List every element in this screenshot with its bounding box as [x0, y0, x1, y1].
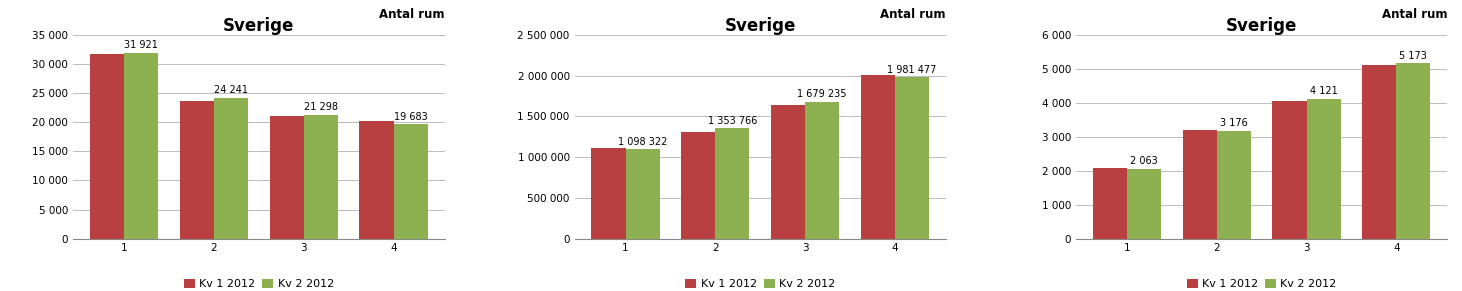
Bar	[1272, 101, 1307, 239]
Bar	[1183, 130, 1216, 239]
Legend: Kv 1 2012, Kv 2 2012: Kv 1 2012, Kv 2 2012	[1183, 275, 1341, 291]
Bar	[393, 124, 428, 239]
Title: Sverige: Sverige	[725, 17, 795, 35]
Text: 19 683: 19 683	[393, 112, 427, 122]
Bar	[180, 101, 213, 239]
Legend: Kv 1 2012, Kv 2 2012: Kv 1 2012, Kv 2 2012	[681, 275, 839, 291]
Text: 31 921: 31 921	[124, 40, 158, 50]
Bar	[592, 148, 626, 239]
Text: Antal rum: Antal rum	[880, 8, 946, 21]
Bar	[715, 128, 750, 239]
Text: 1 098 322: 1 098 322	[618, 137, 667, 147]
Bar	[1216, 131, 1251, 239]
Bar	[1307, 99, 1341, 239]
Bar	[360, 121, 393, 239]
Bar	[1127, 168, 1161, 239]
Text: 24 241: 24 241	[213, 85, 249, 95]
Bar	[124, 53, 158, 239]
Text: 1 981 477: 1 981 477	[887, 65, 937, 75]
Title: Sverige: Sverige	[224, 17, 294, 35]
Bar	[1092, 168, 1127, 239]
Title: Sverige: Sverige	[1227, 17, 1297, 35]
Bar	[861, 75, 895, 239]
Text: 5 173: 5 173	[1399, 51, 1427, 61]
Bar	[91, 54, 124, 239]
Text: 3 176: 3 176	[1219, 118, 1247, 128]
Text: 2 063: 2 063	[1130, 156, 1158, 166]
Text: Antal rum: Antal rum	[1382, 8, 1447, 21]
Bar	[626, 149, 659, 239]
Bar	[1396, 63, 1430, 239]
Bar	[895, 77, 928, 239]
Bar	[304, 115, 338, 239]
Text: 1 353 766: 1 353 766	[708, 116, 757, 126]
Text: 4 121: 4 121	[1310, 86, 1338, 96]
Bar	[213, 97, 249, 239]
Text: 21 298: 21 298	[304, 102, 338, 112]
Text: 1 679 235: 1 679 235	[797, 89, 846, 99]
Bar	[770, 104, 806, 239]
Bar	[269, 116, 304, 239]
Bar	[806, 102, 839, 239]
Bar	[681, 132, 715, 239]
Text: Antal rum: Antal rum	[379, 8, 444, 21]
Bar	[1363, 65, 1396, 239]
Legend: Kv 1 2012, Kv 2 2012: Kv 1 2012, Kv 2 2012	[180, 275, 338, 291]
